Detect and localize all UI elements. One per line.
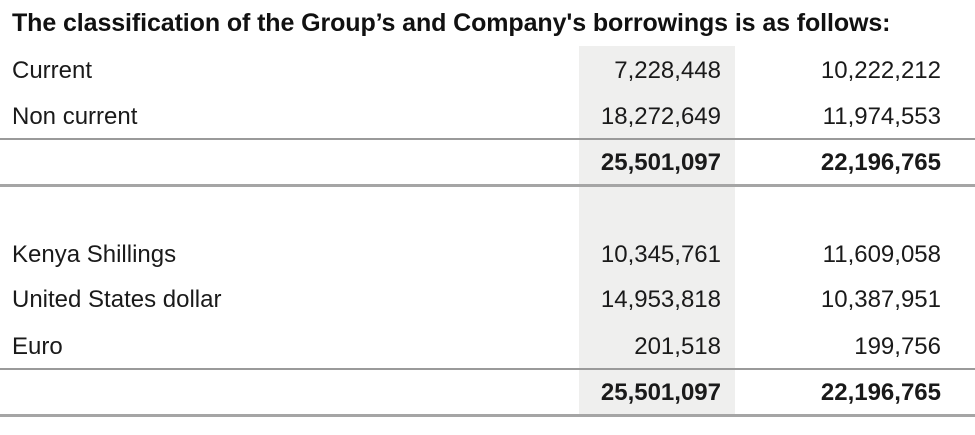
table-row-total-maturity: 25,501,097 22,196,765 [0,143,975,183]
row-label: United States dollar [12,286,222,313]
divider [0,138,975,140]
table-row-us-dollar: United States dollar 14,953,818 10,387,9… [0,280,975,320]
divider [0,368,975,370]
group-value: 10,345,761 [600,241,721,268]
row-label: Euro [12,333,63,360]
group-value: 14,953,818 [600,286,721,313]
group-total: 25,501,097 [600,149,721,176]
group-value: 18,272,649 [600,103,721,130]
company-value: 199,756 [854,333,941,360]
table-row-non-current: Non current 18,272,649 11,974,553 [0,97,975,137]
table-row-current: Current 7,228,448 10,222,212 [0,51,975,91]
table-row-kenya-shillings: Kenya Shillings 10,345,761 11,609,058 [0,235,975,275]
total-divider [0,414,975,417]
company-value: 10,222,212 [820,57,941,84]
row-label: Current [12,57,93,84]
group-total: 25,501,097 [600,379,721,406]
highlighted-column-background [579,46,735,416]
company-value: 10,387,951 [820,286,941,313]
group-value: 7,228,448 [614,57,721,84]
table-row-euro: Euro 201,518 199,756 [0,327,975,367]
company-value: 11,609,058 [822,241,941,268]
group-value: 201,518 [634,333,721,360]
company-total: 22,196,765 [820,379,941,406]
total-divider [0,184,975,187]
company-total: 22,196,765 [820,149,941,176]
section-title: The classification of the Group’s and Co… [12,9,891,37]
row-label: Kenya Shillings [12,241,177,268]
company-value: 11,974,553 [822,103,941,130]
table-row-total-currency: 25,501,097 22,196,765 [0,373,975,413]
row-label: Non current [12,103,138,130]
